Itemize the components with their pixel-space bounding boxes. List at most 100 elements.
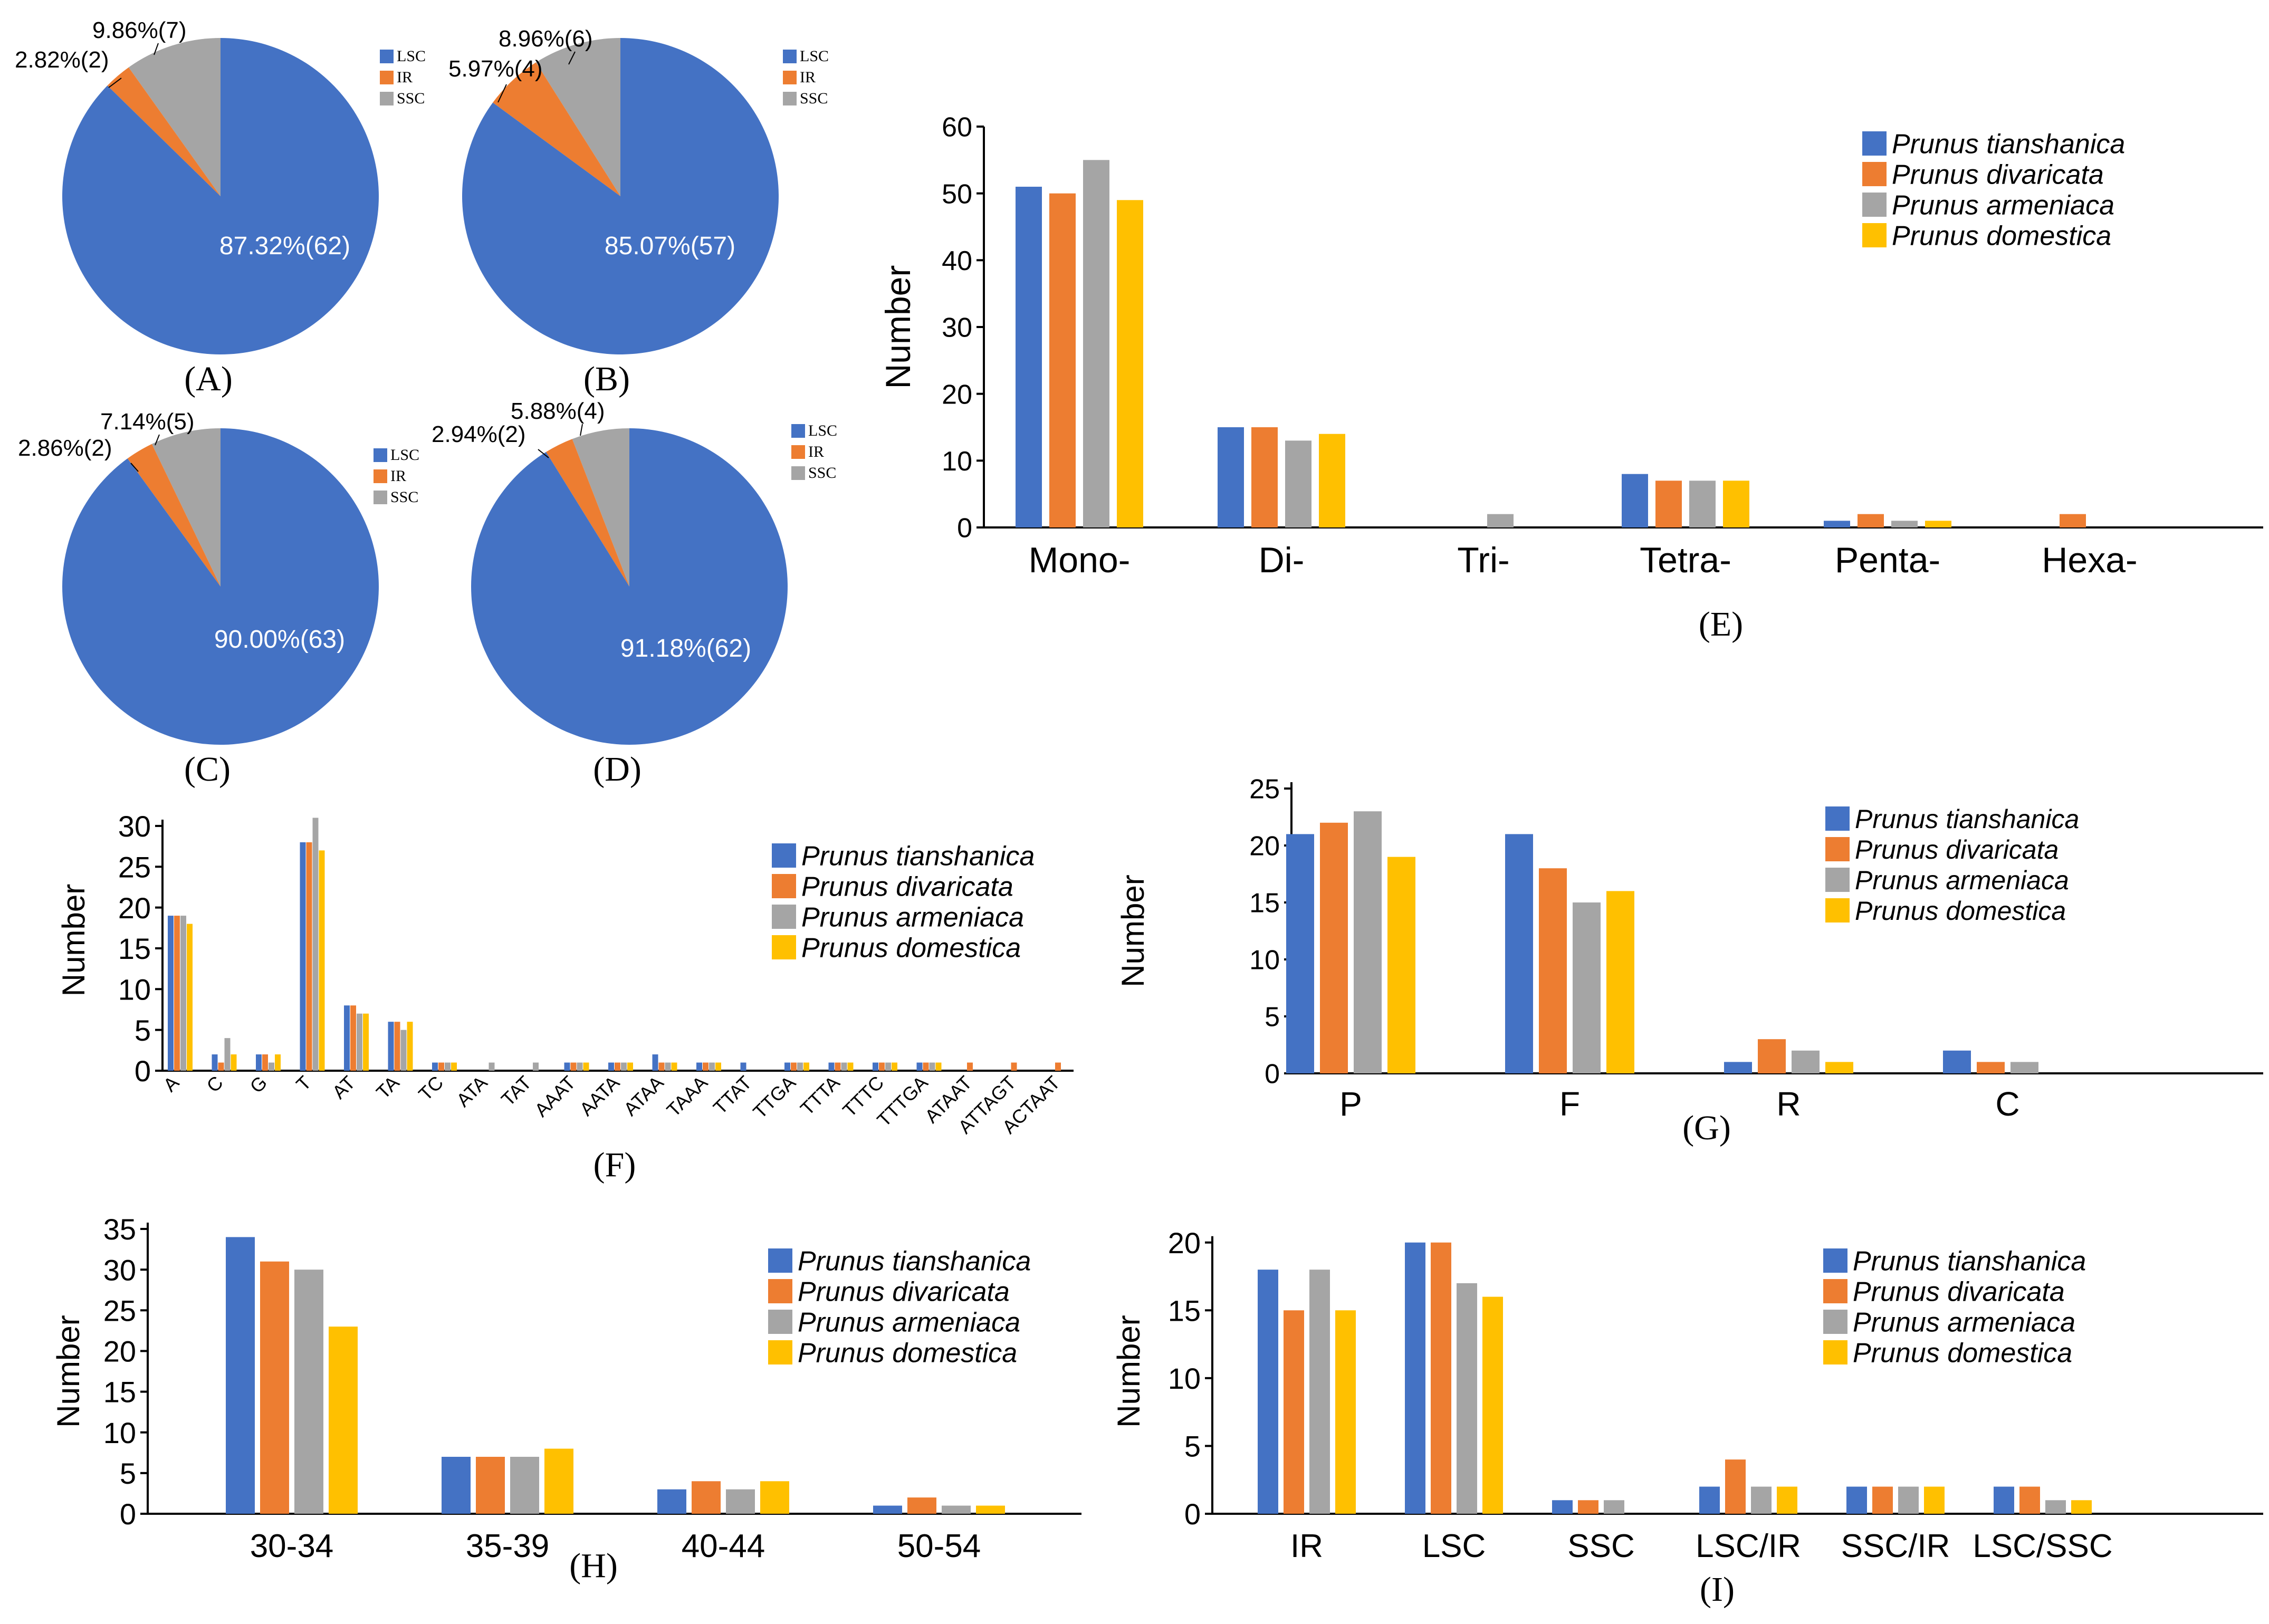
bar-35-39-series-2 bbox=[510, 1457, 539, 1514]
y-tick-label: 20 bbox=[118, 891, 151, 925]
bar-r-series-2 bbox=[1792, 1050, 1820, 1073]
legend-label: Prunus domestica bbox=[1853, 1338, 2072, 1369]
x-tick-label: A bbox=[159, 1072, 183, 1096]
bar-di--series-1 bbox=[1251, 427, 1278, 527]
bar-c-series-3 bbox=[231, 1054, 237, 1071]
y-tick-label: 15 bbox=[118, 932, 151, 965]
bar-lsc-ir-series-0 bbox=[1699, 1486, 1720, 1514]
bar-g-series-2 bbox=[269, 1062, 274, 1071]
legend-swatch bbox=[1823, 1310, 1847, 1334]
bar-40-44-series-2 bbox=[726, 1489, 755, 1514]
bar-ssc-series-1 bbox=[1578, 1500, 1598, 1514]
legend-label-ssc: SSC bbox=[800, 90, 828, 107]
bar-tttc-series-2 bbox=[885, 1062, 891, 1071]
bar-hexa--series-1 bbox=[2060, 514, 2086, 527]
pie-leader-line bbox=[130, 463, 139, 472]
bar-tat-series-2 bbox=[533, 1062, 539, 1071]
bar-mono--series-3 bbox=[1117, 200, 1143, 527]
x-tick-label: TAAA bbox=[663, 1072, 712, 1121]
bar-ta-series-0 bbox=[388, 1022, 394, 1071]
y-tick-label: 5 bbox=[120, 1457, 136, 1490]
x-tick-label: TA bbox=[372, 1072, 404, 1103]
y-tick-label: 40 bbox=[942, 246, 972, 276]
legend-swatch-ssc bbox=[783, 92, 797, 105]
x-tick-label: Mono- bbox=[1029, 540, 1131, 580]
pie-label-ssc: 9.86%(7) bbox=[92, 17, 187, 43]
pie-label-ir: 2.86%(2) bbox=[18, 435, 112, 461]
bar-40-44-series-3 bbox=[760, 1481, 789, 1514]
bar-p-series-3 bbox=[1387, 857, 1415, 1073]
legend-swatch bbox=[768, 1248, 792, 1273]
legend-swatch bbox=[1825, 898, 1850, 922]
y-axis-label: Number bbox=[878, 265, 917, 389]
legend-label: Prunus tianshanica bbox=[1853, 1246, 2086, 1277]
bar-at-series-1 bbox=[350, 1005, 356, 1071]
legend-swatch-ir bbox=[783, 71, 797, 84]
bar-r-series-1 bbox=[1758, 1039, 1786, 1073]
bar-tttga-series-1 bbox=[923, 1062, 929, 1071]
pie-chart-d: 91.18%(62) 2.94%(2)5.88%(4) LSC IR SSC (D) bbox=[432, 398, 837, 789]
bar-ta-series-1 bbox=[394, 1022, 400, 1071]
y-tick-label: 0 bbox=[1184, 1497, 1201, 1531]
y-tick-label: 15 bbox=[103, 1376, 136, 1409]
bar-ttga-series-2 bbox=[797, 1062, 803, 1071]
chart-caption: (E) bbox=[1699, 605, 1743, 643]
bar-30-34-series-2 bbox=[294, 1270, 323, 1514]
y-tick-label: 10 bbox=[118, 973, 151, 1006]
bar-actaat-series-1 bbox=[1055, 1062, 1061, 1071]
legend-swatch bbox=[1862, 162, 1887, 186]
legend-swatch bbox=[1823, 1248, 1847, 1273]
pie-label-lsc: 85.07%(57) bbox=[605, 232, 735, 260]
bar-ir-series-2 bbox=[1309, 1270, 1330, 1514]
bar-taaa-series-3 bbox=[715, 1062, 721, 1071]
y-tick-label: 30 bbox=[942, 313, 972, 343]
bar-lsc-series-2 bbox=[1457, 1283, 1477, 1514]
bar-ssc-ir-series-1 bbox=[1872, 1486, 1893, 1514]
bar-c-series-2 bbox=[2010, 1062, 2038, 1073]
y-tick-label: 0 bbox=[1265, 1059, 1280, 1090]
bar-tri--series-2 bbox=[1487, 514, 1514, 527]
bar-f-series-2 bbox=[1573, 902, 1601, 1073]
bar-aaat-series-0 bbox=[564, 1062, 570, 1071]
x-tick-label: LSC/SSC bbox=[1973, 1528, 2112, 1564]
x-tick-label: G bbox=[245, 1072, 271, 1098]
x-tick-label: T bbox=[292, 1072, 315, 1096]
bar-50-54-series-1 bbox=[907, 1497, 936, 1514]
y-tick-label: 10 bbox=[103, 1416, 136, 1449]
bar-30-34-series-0 bbox=[226, 1237, 255, 1514]
y-tick-label: 5 bbox=[1265, 1002, 1280, 1033]
pie-chart-a: 87.32%(62) 2.82%(2) 9.86%(7) LSC IR SSC (A) bbox=[15, 17, 426, 398]
legend-swatch bbox=[772, 935, 796, 959]
x-tick-label: Tri- bbox=[1457, 540, 1509, 580]
bar-chart-i: 0 5 10 15 20 Number IR LSC SSC LSC/IR SSC/IR LSC/SS… bbox=[1111, 1226, 2263, 1609]
chart-caption: (D) bbox=[593, 750, 642, 789]
legend-swatch bbox=[768, 1279, 792, 1303]
bar-40-44-series-0 bbox=[657, 1489, 686, 1514]
y-tick-label: 10 bbox=[1168, 1362, 1201, 1395]
y-tick-label: 0 bbox=[120, 1497, 136, 1531]
legend-swatch-ssc bbox=[380, 92, 394, 105]
bar-ttta-series-1 bbox=[835, 1062, 841, 1071]
bar-mono--series-0 bbox=[1016, 187, 1042, 527]
bar-aaat-series-2 bbox=[577, 1062, 583, 1071]
pie-label-ir: 5.97%(4) bbox=[448, 56, 543, 82]
bar-ttta-series-2 bbox=[841, 1062, 847, 1071]
bar-ssc-ir-series-3 bbox=[1924, 1486, 1945, 1514]
bar-aaat-series-1 bbox=[570, 1062, 577, 1071]
bar-r-series-0 bbox=[1724, 1062, 1752, 1073]
y-tick-label: 5 bbox=[1184, 1430, 1201, 1463]
pie-slice-lsc bbox=[471, 428, 788, 745]
legend-label: Prunus divaricata bbox=[801, 872, 1013, 902]
bar-lsc-ir-series-2 bbox=[1751, 1486, 1772, 1514]
bar-ttta-series-3 bbox=[847, 1062, 854, 1071]
bar-tetra--series-3 bbox=[1723, 481, 1749, 527]
bar-at-series-3 bbox=[363, 1013, 369, 1071]
bar-30-34-series-3 bbox=[329, 1327, 358, 1514]
y-axis-label: Number bbox=[51, 1315, 86, 1427]
bar-a-series-1 bbox=[174, 916, 180, 1071]
bar-50-54-series-3 bbox=[976, 1505, 1005, 1514]
x-tick-label: ATAA bbox=[619, 1072, 668, 1120]
y-tick-label: 20 bbox=[1249, 831, 1280, 862]
